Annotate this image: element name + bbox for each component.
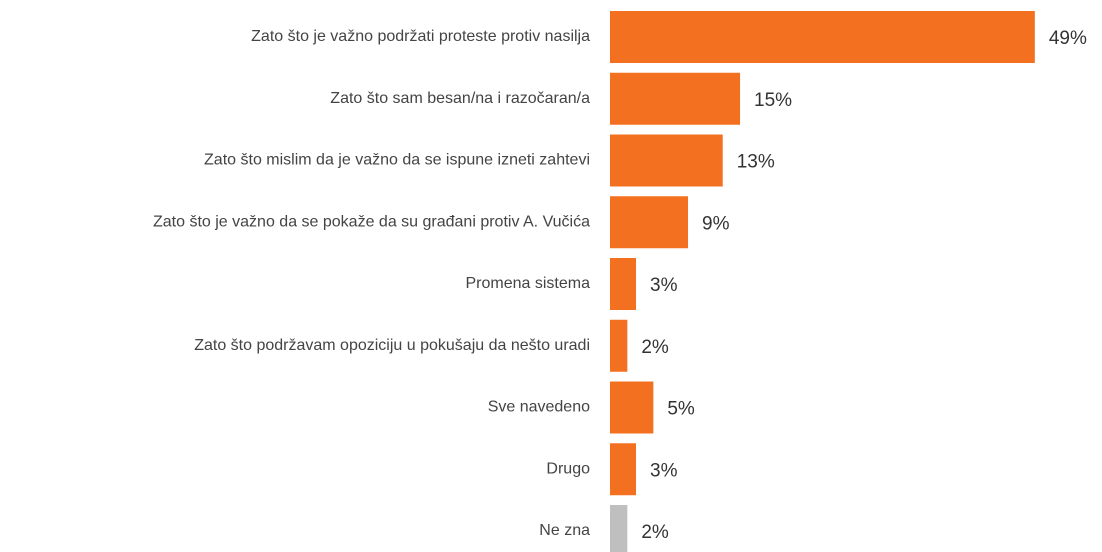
value-label: 9% [702, 213, 730, 234]
value-label: 3% [650, 460, 678, 481]
category-label: Zato što mislim da je važno da se ispune… [204, 152, 590, 169]
category-label: Zato što je važno podržati proteste prot… [251, 28, 590, 45]
bar [610, 134, 723, 187]
value-label: 15% [754, 90, 792, 111]
bar [610, 505, 628, 552]
bar [610, 196, 689, 249]
bar [610, 319, 628, 372]
value-label: 2% [641, 522, 669, 543]
category-label: Zato što podržavam opoziciju u pokušaju … [194, 337, 590, 354]
value-label: 13% [737, 152, 775, 173]
bar [610, 72, 741, 125]
category-label: Zato što sam besan/na i razočaran/a [330, 90, 590, 107]
category-label: Sve navedeno [488, 399, 590, 416]
bar [610, 11, 1035, 63]
value-label: 49% [1049, 28, 1087, 49]
value-label: 5% [667, 399, 695, 420]
bar [610, 258, 637, 310]
value-label: 2% [641, 337, 669, 358]
category-label: Promena sistema [466, 275, 591, 292]
bar [610, 381, 654, 434]
category-label: Ne zna [539, 522, 590, 539]
category-label: Drugo [546, 460, 590, 477]
value-label: 3% [650, 275, 678, 296]
bar [610, 443, 637, 496]
category-label: Zato što je važno da se pokaže da su gra… [153, 213, 590, 230]
